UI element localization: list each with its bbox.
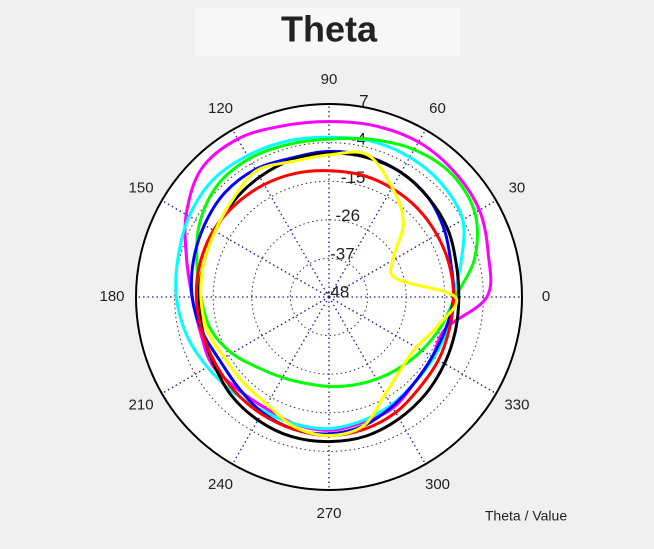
theta-tick-label: 150 — [129, 179, 154, 196]
theta-tick-label: 300 — [425, 476, 450, 493]
r-tick-label: -26 — [335, 206, 360, 225]
outer-ring — [135, 103, 523, 491]
theta-tick-label: 270 — [316, 505, 341, 522]
grid-spoke — [161, 199, 330, 298]
r-tick-label: -48 — [325, 282, 350, 301]
theta-tick-label: 90 — [321, 71, 338, 88]
r-tick-label: 7 — [359, 91, 368, 110]
theta-tick-label: 330 — [504, 396, 529, 413]
grid-spoke — [328, 296, 497, 395]
theta-tick-label: 60 — [429, 100, 446, 117]
series-line — [197, 151, 461, 444]
grid-spoke — [161, 296, 330, 395]
theta-tick-label: 120 — [208, 100, 233, 117]
series-line — [199, 150, 459, 438]
grid-ring — [289, 257, 369, 337]
series-line — [174, 135, 466, 431]
chart-title: Theta — [281, 9, 378, 50]
axis-label: Theta / Value — [485, 508, 567, 524]
theta-tick-label: 180 — [99, 288, 124, 305]
theta-tick-label: 30 — [509, 179, 526, 196]
r-tick-label: -37 — [330, 244, 355, 263]
grid-spoke — [328, 296, 427, 465]
theta-tick-label: 240 — [208, 476, 233, 493]
grid-spoke — [328, 199, 497, 298]
title-box — [195, 8, 460, 56]
grid-spoke — [231, 129, 330, 298]
theta-tick-label: 0 — [542, 288, 550, 305]
grid-spoke — [231, 296, 330, 465]
grid-ring — [212, 180, 446, 414]
grid-spoke — [328, 129, 427, 298]
theta-tick-label: 210 — [129, 396, 154, 413]
